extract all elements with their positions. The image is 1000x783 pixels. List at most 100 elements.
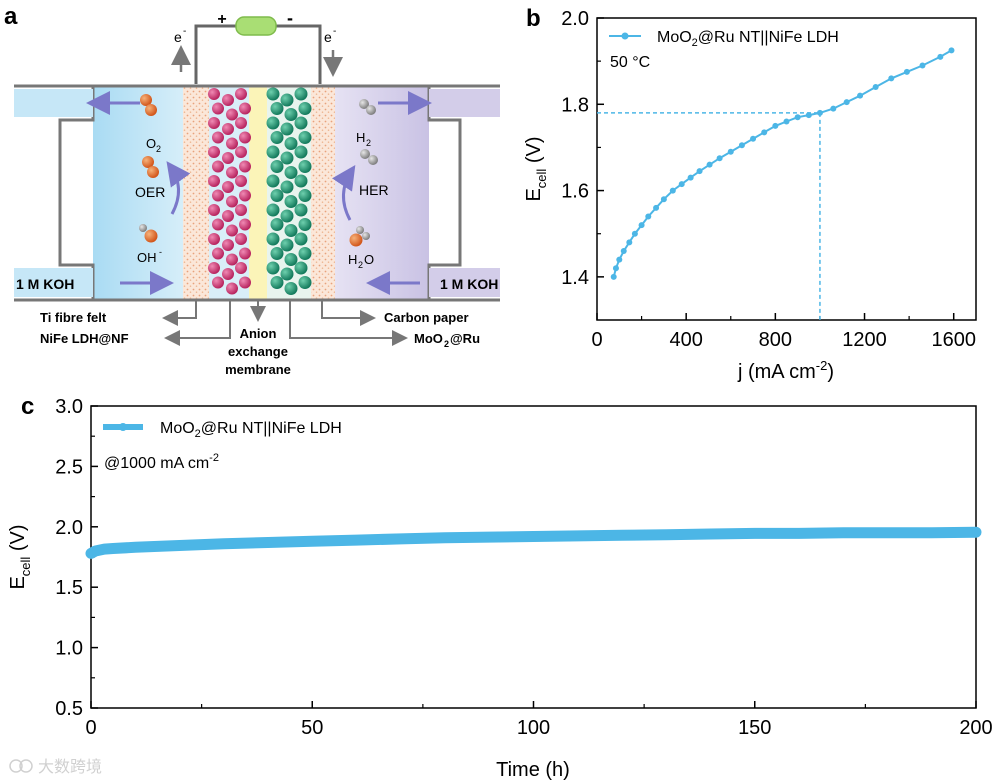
cathode-particle [280,209,294,223]
moo2-arrow-icon [289,300,408,346]
her-arrow-icon [332,165,356,221]
plot-frame-c [90,405,977,709]
x-tick-label-b: 400 [669,329,702,351]
svg-text:O: O [364,252,374,267]
h2-molecule-icon [359,99,378,165]
y-axis-label-c: Ecell (V) [7,524,33,589]
anode-particle [212,218,224,231]
membrane-layer [249,86,267,300]
anode-particle [226,224,238,237]
anode-particle [235,146,247,158]
data-point-b [772,122,779,129]
data-point-b [937,53,944,60]
anode-particle [208,146,220,158]
data-point-b [761,129,768,136]
watermark-text: 大数跨境 [38,757,102,776]
cathode-particle [270,160,284,173]
oer-label: OER [135,184,165,200]
cathode-particle [294,145,308,159]
panel-label-b: b [526,5,541,32]
anode-particle [239,189,251,202]
data-point-b [687,174,694,181]
membrane-label-3: membrane [225,362,291,377]
oh-label: OH - [137,247,162,265]
data-point-b [830,105,837,112]
data-point-b [716,155,723,162]
cathode-particle [280,151,294,165]
x-tick-label-b: 1600 [931,329,976,351]
data-point-b [616,256,623,263]
y-axis-label-b: Ecell (V) [523,136,549,201]
cathode-particle [266,174,280,188]
cathode-particle [270,247,284,260]
resistor [235,16,277,36]
anode-particle [212,131,224,144]
koh-left-label: 1 M KOH [16,276,74,292]
x-tick-label-b: 1200 [842,329,887,351]
cathode-particle [298,247,312,260]
svg-text:@Ru: @Ru [450,331,480,346]
data-point-c [750,529,759,538]
data-point-b [805,112,812,119]
svg-text:2: 2 [444,339,449,349]
data-point-c [573,531,582,540]
series-points-c [87,528,980,558]
data-point-b [669,187,676,194]
data-point-b [727,148,734,155]
cathode-outlet-channel [429,89,500,117]
membrane-label-2: exchange [228,344,288,359]
anode-particle [208,233,220,245]
o2-molecule-icon [140,94,159,178]
data-point-c [883,528,892,537]
data-point-b [872,84,879,91]
data-point-b [610,273,617,280]
data-point-c [618,531,626,540]
panel-b-chart: b 0 400 800 1200 1600 1.4 1.6 1.8 2.0 MoO2@Ru NT… [523,5,977,383]
data-point-c [706,530,715,539]
cathode-particle [266,261,280,275]
panel-c-chart: c 0 50 100 150 200 0.5 1.0 1.5 2.0 2.5 3.0 MoO2@Ru… [7,393,993,781]
data-point-c [352,536,361,545]
cathode-catalyst-particles [266,87,312,295]
svg-text:2: 2 [156,144,161,154]
anode-particle [235,204,247,216]
data-point-b [888,75,895,82]
legend-marker-b [621,32,629,40]
legend-marker-c [119,423,127,431]
plus-sign: + [217,11,226,28]
svg-text:O: O [146,136,156,151]
data-point-c [396,534,405,543]
y-tick-label-c: 1.5 [55,577,83,599]
cathode-particle [270,218,284,231]
anode-particle [235,175,247,187]
data-point-c [795,529,803,538]
cathode-particle [284,108,298,121]
data-point-b [653,204,660,211]
anode-particle [222,123,234,135]
data-point-c [972,528,980,537]
svg-text:-: - [183,26,186,37]
panel-label-a: a [4,3,18,30]
cathode-particle [284,282,298,295]
anode-particle [212,247,224,260]
anode-particle [226,253,238,266]
data-point-b [948,47,955,54]
nife-arrow-icon [164,300,231,346]
data-point-c [485,533,494,542]
anode-particle [235,88,247,100]
y-tick-label-b: 1.4 [561,267,589,289]
cathode-particle [294,87,308,101]
y-tick-label-c: 1.0 [55,638,83,660]
x-tick-label-c: 50 [301,717,323,739]
x-axis-label-b: j (mA cm-2) [737,358,834,383]
cathode-particle [298,218,312,231]
plot-frame-b [596,17,977,321]
svg-text:MoO: MoO [414,331,443,346]
electron-left: e - [174,26,186,45]
anode-particle [208,175,220,187]
cathode-particle [294,261,308,275]
svg-text:H: H [356,130,365,145]
panel-a-diagram: a + - e - e - [4,3,500,377]
svg-text:e: e [324,29,332,45]
x-tick-label-b: 0 [591,329,602,351]
